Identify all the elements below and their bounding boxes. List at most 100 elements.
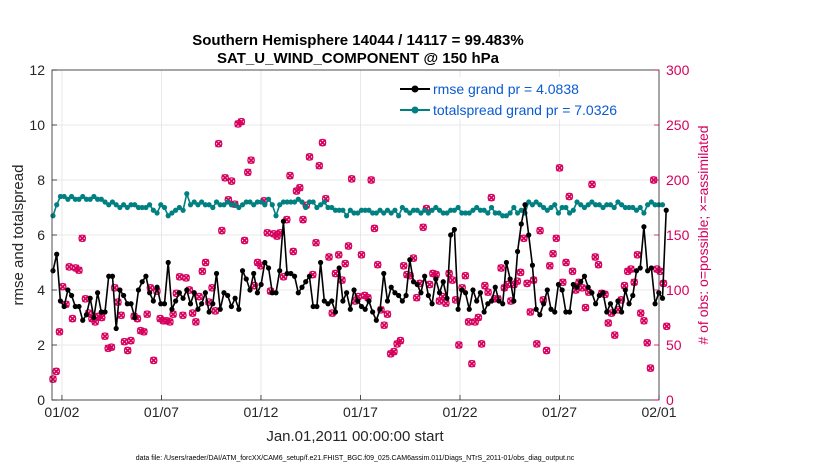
- obs-assimilated-marker: [124, 346, 132, 355]
- totalspread-point: [228, 202, 234, 208]
- totalspread-point: [87, 196, 93, 202]
- obs-possible-marker: [549, 249, 557, 258]
- rmse-point: [488, 298, 495, 304]
- obs-assimilated-marker: [221, 174, 229, 182]
- rmse-point: [477, 290, 484, 296]
- rmse-point: [615, 298, 621, 304]
- rmse-point: [210, 301, 216, 307]
- obs-possible-marker: [565, 192, 574, 201]
- totalspread-point: [147, 202, 153, 208]
- totalspread-point: [451, 207, 457, 213]
- rmse-point: [585, 284, 591, 290]
- obs-assimilated-marker: [396, 336, 405, 345]
- obs-possible-marker: [588, 180, 596, 189]
- x-tick-label: 01/12: [243, 404, 278, 420]
- obs-possible-marker: [542, 346, 551, 355]
- obs-possible-marker: [305, 153, 314, 161]
- obs-possible-marker: [325, 253, 333, 261]
- y-axis-right: 0 50 100 150 200 250 300: [654, 62, 690, 408]
- rmse-point: [355, 298, 361, 304]
- rmse-point: [98, 309, 104, 315]
- obs-possible-marker: [552, 234, 561, 243]
- rmse-point: [199, 301, 205, 307]
- totalspread-point: [351, 210, 357, 216]
- totalspread-point: [652, 202, 658, 208]
- rmse-point: [422, 273, 428, 279]
- chart-title-line2: SAT_U_WIND_COMPONENT @ 150 hPa: [217, 50, 500, 67]
- rmse-point: [113, 325, 119, 332]
- obs-possible-marker: [243, 168, 252, 177]
- rmse-line: [52, 204, 667, 329]
- totalspread-point: [83, 196, 90, 202]
- obs-assimilated-marker: [523, 279, 531, 288]
- obs-assimilated-marker: [188, 309, 197, 317]
- obs-assimilated-marker: [357, 251, 366, 259]
- rmse-point: [321, 298, 327, 304]
- totalspread-point: [496, 210, 502, 216]
- rmse-point: [622, 287, 628, 293]
- totalspread-point: [254, 199, 261, 205]
- rmse-point: [619, 309, 625, 315]
- totalspread-point: [622, 204, 628, 211]
- totalspread-point: [347, 207, 353, 213]
- totalspread-point: [199, 199, 205, 205]
- obs-assimilated-marker: [179, 311, 187, 319]
- rmse-point: [403, 292, 409, 299]
- totalspread-point: [109, 199, 116, 205]
- totalspread-point: [303, 204, 309, 211]
- totalspread-point: [589, 199, 595, 205]
- x-tick-label: 01/07: [144, 404, 179, 420]
- obs-assimilated-marker: [367, 176, 375, 184]
- y-right-tick-label: 100: [666, 282, 690, 298]
- rmse-point: [481, 309, 487, 315]
- obs-assimilated-marker: [127, 336, 135, 345]
- obs-possible-marker: [594, 260, 603, 269]
- obs-assimilated-marker: [390, 347, 398, 356]
- rmse-point: [433, 276, 439, 282]
- rmse-point: [548, 306, 554, 312]
- rmse-point: [500, 301, 506, 307]
- totalspread-point: [317, 202, 324, 208]
- rmse-point: [566, 309, 573, 315]
- rmse-point: [169, 306, 175, 312]
- obs-assimilated-marker: [325, 253, 333, 261]
- rmse-point: [68, 292, 75, 299]
- obs-possible-marker: [396, 336, 405, 345]
- legend-box: [395, 77, 653, 119]
- rmse-point: [537, 312, 543, 318]
- totalspread-point: [206, 202, 212, 208]
- totalspread-point: [173, 207, 179, 213]
- rmse-point: [384, 298, 391, 304]
- obs-assimilated-marker: [542, 346, 551, 355]
- obs-possible-marker: [662, 322, 671, 331]
- obs-assimilated-marker: [81, 295, 90, 303]
- rmse-point: [596, 292, 602, 299]
- rmse-point: [65, 287, 71, 293]
- obs-possible-marker: [286, 171, 294, 180]
- obs-possible-marker: [523, 279, 531, 288]
- obs-possible-marker: [536, 226, 544, 235]
- rmse-point: [288, 270, 294, 277]
- totalspread-point: [563, 204, 569, 211]
- rmse-point: [455, 306, 461, 312]
- rmse-point: [206, 309, 212, 315]
- totalspread-point: [370, 210, 376, 216]
- obs-assimilated-marker: [348, 175, 356, 183]
- rmse-point: [213, 270, 220, 277]
- totalspread-point: [425, 210, 431, 216]
- obs-possible-marker: [198, 267, 207, 276]
- obs-assimilated-marker: [487, 193, 495, 202]
- totalspread-point: [429, 207, 435, 213]
- obs-possible-marker: [68, 314, 77, 323]
- obs-assimilated-marker: [169, 310, 177, 318]
- x-tick-label: 01/22: [442, 404, 477, 420]
- obs-assimilated-marker: [380, 321, 388, 329]
- rmse-point: [109, 273, 116, 279]
- rmse-point: [291, 273, 298, 279]
- rmse-point: [180, 295, 186, 301]
- x-axis-label: Jan.01,2011 00:00:00 start: [266, 428, 444, 445]
- obs-assimilated-marker: [461, 272, 470, 280]
- obs-assimilated-marker: [520, 234, 528, 242]
- totalspread-point: [488, 204, 495, 211]
- totalspread-point: [373, 210, 379, 216]
